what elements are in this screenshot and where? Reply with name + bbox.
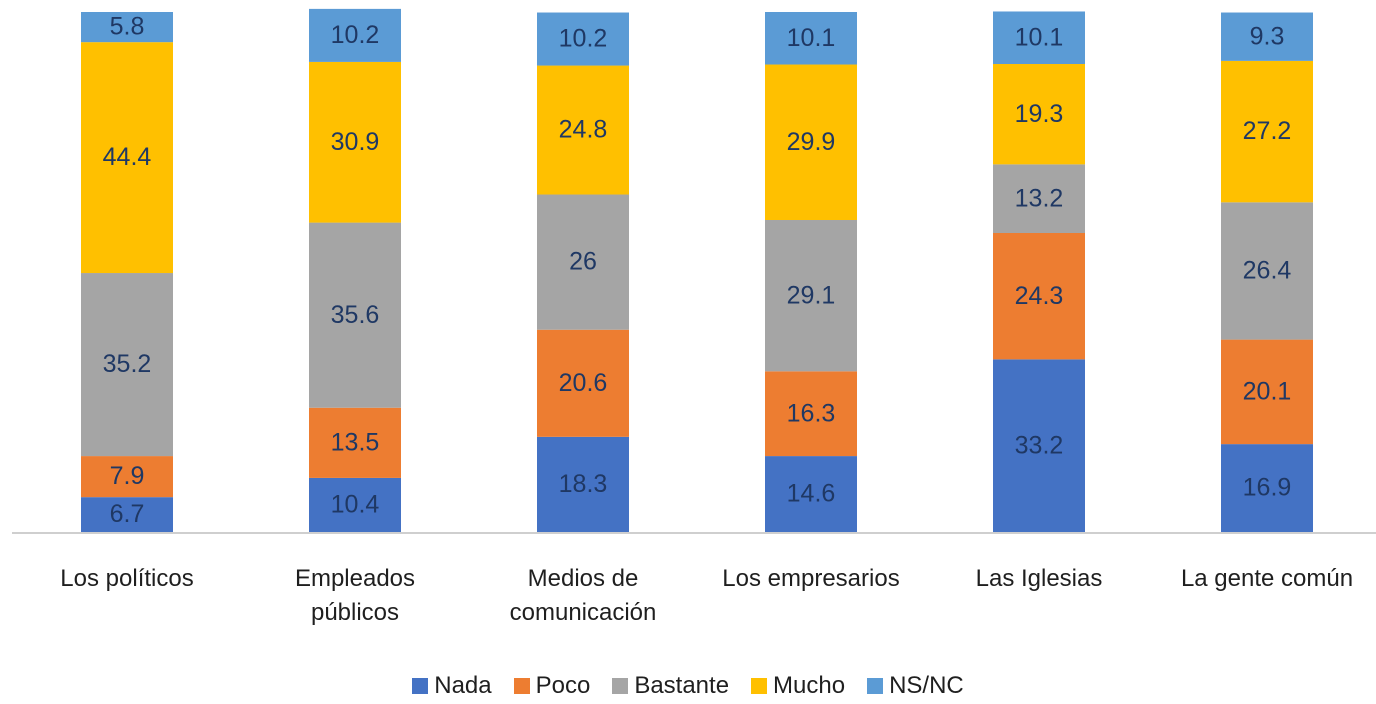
- data-label: 14.6: [787, 480, 836, 508]
- data-label: 9.3: [1250, 22, 1285, 50]
- bar-segment: [537, 12, 629, 66]
- data-label: 20.6: [559, 369, 608, 397]
- x-tick-label: Las Iglesias: [975, 565, 1103, 592]
- legend-label: Poco: [535, 672, 591, 699]
- bar-segment: [993, 164, 1085, 233]
- data-label: 19.3: [1015, 100, 1064, 128]
- bar-segment: [537, 436, 629, 532]
- bar-segment: [765, 220, 857, 372]
- legend-swatch: [513, 678, 530, 694]
- data-label: 5.8: [110, 13, 145, 41]
- legend-label: NS/NC: [889, 672, 964, 699]
- x-tick-label: Empleados públicos: [294, 565, 416, 626]
- bar-segment: [537, 65, 629, 195]
- legend-item: Bastante: [612, 672, 729, 700]
- data-label: 10.1: [1015, 23, 1064, 51]
- data-label: 29.1: [787, 281, 836, 309]
- legend: Nada Poco Bastante Mucho NS/NC: [0, 672, 1376, 700]
- data-label: 24.8: [559, 116, 608, 144]
- legend-swatch: [751, 678, 768, 694]
- legend-swatch: [412, 678, 429, 694]
- x-tick-label: Los empresarios: [722, 565, 900, 592]
- bar-segment: [1221, 12, 1313, 61]
- data-label: 35.2: [103, 350, 152, 378]
- legend-label: Bastante: [634, 672, 730, 699]
- legend-item: NS/NC: [867, 672, 964, 700]
- data-label: 26: [569, 248, 597, 276]
- bar-segment: [309, 407, 401, 478]
- legend-swatch: [612, 678, 629, 694]
- bar-segment: [993, 64, 1085, 165]
- bar-segment: [81, 273, 173, 457]
- bar-segment: [993, 359, 1085, 532]
- bar-segment: [993, 11, 1085, 64]
- bar-segment: [1221, 60, 1313, 203]
- data-label: 29.9: [787, 128, 836, 156]
- bar-segment: [537, 194, 629, 330]
- data-label: 6.7: [110, 500, 145, 528]
- legend-item: Mucho: [751, 672, 845, 700]
- data-label: 24.3: [1015, 282, 1064, 310]
- data-label: 44.4: [103, 143, 152, 171]
- legend-label: Nada: [434, 672, 492, 699]
- bar-segment: [81, 12, 173, 43]
- bar-segment: [765, 456, 857, 532]
- legend-item: Poco: [513, 672, 591, 700]
- bar-segment: [1221, 444, 1313, 532]
- bar-segment: [309, 8, 401, 62]
- bar-segment: [81, 42, 173, 274]
- data-label: 13.2: [1015, 184, 1064, 212]
- data-label: 13.5: [331, 428, 380, 456]
- data-label: 7.9: [110, 462, 145, 490]
- x-tick-label: La gente común: [1180, 565, 1354, 592]
- bar-segment: [81, 456, 173, 498]
- bar-segment: [765, 64, 857, 221]
- bar-segment: [993, 233, 1085, 360]
- data-label: 10.4: [331, 491, 380, 519]
- bar-segment: [309, 222, 401, 408]
- bar-segment: [537, 329, 629, 437]
- bar-segment: [1221, 202, 1313, 340]
- data-label: 10.2: [331, 21, 380, 49]
- bar-segment: [81, 497, 173, 532]
- data-label: 27.2: [1243, 117, 1292, 145]
- data-label: 18.3: [559, 470, 608, 498]
- data-label: 20.1: [1243, 377, 1292, 405]
- legend-label: Mucho: [773, 672, 846, 699]
- legend-item: Nada: [412, 672, 492, 700]
- bar-segment: [765, 371, 857, 457]
- bar-segment: [309, 477, 401, 532]
- data-label: 16.9: [1243, 474, 1292, 502]
- bar-segment: [765, 12, 857, 65]
- data-label: 10.1: [787, 24, 836, 52]
- data-label: 30.9: [331, 128, 380, 156]
- data-label: 26.4: [1243, 257, 1292, 285]
- bar-segment: [1221, 339, 1313, 445]
- bar-segment: [309, 61, 401, 223]
- data-label: 33.2: [1015, 431, 1064, 459]
- data-label: 10.2: [559, 25, 608, 53]
- x-tick-label: Los políticos: [60, 565, 194, 592]
- legend-swatch: [867, 678, 884, 694]
- data-label: 35.6: [331, 301, 380, 329]
- x-tick-label: Medios de comunicación: [509, 565, 657, 626]
- data-label: 16.3: [787, 399, 836, 427]
